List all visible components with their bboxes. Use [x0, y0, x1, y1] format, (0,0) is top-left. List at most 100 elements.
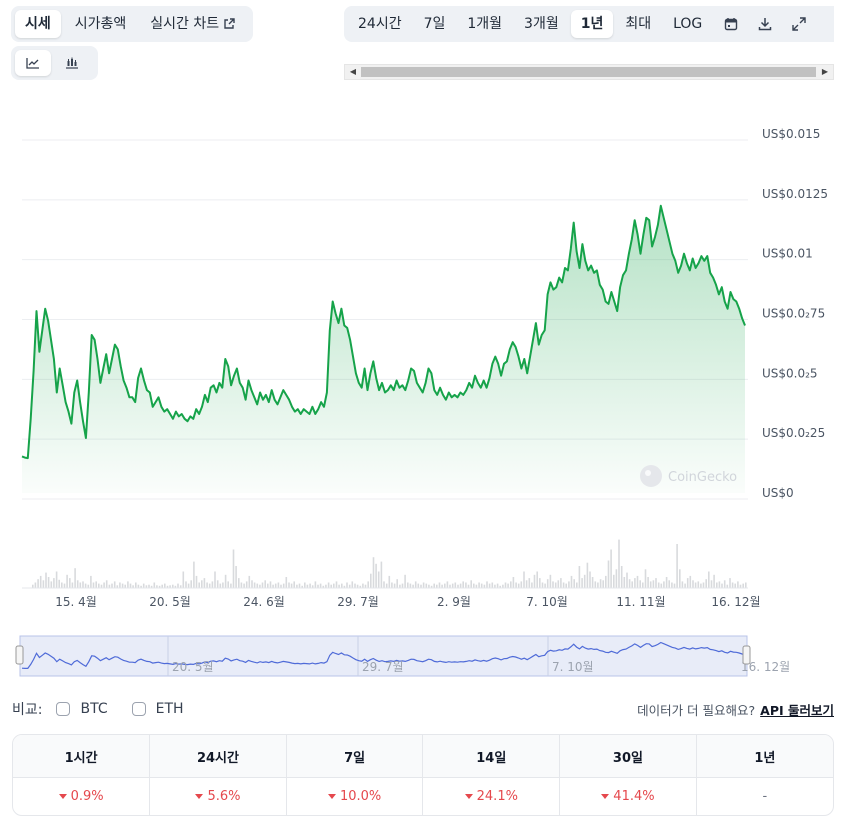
volume-bar — [63, 583, 66, 588]
volume-bar — [639, 580, 641, 588]
volume-bar — [610, 549, 612, 588]
compare-eth-label[interactable]: ETH — [155, 701, 184, 717]
range-tabs-scrollbar[interactable]: ◀ ▶ — [344, 64, 834, 80]
volume-bar — [84, 583, 87, 588]
expand-icon — [792, 17, 806, 31]
navigator-label: 7. 10월 — [552, 660, 594, 674]
volume-bar — [441, 584, 443, 588]
volume-bar — [280, 584, 282, 588]
volume-bar — [480, 583, 483, 588]
volume-bar — [686, 578, 689, 588]
navigator-right-handle[interactable] — [742, 645, 751, 665]
compare-btc-checkbox[interactable] — [56, 702, 71, 716]
range-7d[interactable]: 7일 — [414, 10, 456, 38]
volume-bar — [362, 583, 364, 588]
expand-button[interactable] — [782, 10, 816, 38]
volume-bar — [605, 575, 607, 588]
calendar-button[interactable] — [714, 10, 748, 38]
compare-label: 비교: — [12, 702, 43, 718]
navigator-selection[interactable] — [19, 635, 748, 677]
header-1h: 1시간 — [13, 735, 151, 778]
volume-bar — [338, 584, 340, 588]
volume-bar — [251, 580, 253, 588]
volume-bar — [544, 583, 546, 588]
volume-bar — [190, 580, 192, 588]
volume-bar — [578, 566, 581, 588]
header-1y: 1년 — [696, 735, 833, 778]
range-navigator[interactable]: 20. 5월 29. 7월 7. 10월 16. 12월 — [15, 635, 790, 677]
more-data-prompt: 데이터가 더 필요해요? API 둘러보기 — [637, 698, 834, 720]
volume-bar — [34, 582, 37, 588]
volume-bar — [296, 584, 298, 588]
volume-bar — [253, 582, 256, 588]
volume-bar — [660, 583, 663, 588]
y-axis-label: US$0.01 — [762, 247, 813, 261]
price-chart[interactable]: US$0.015 US$0.0125 US$0.01 US$0.0₂75 US$0.0₂… — [0, 0, 848, 690]
range-24h[interactable]: 24시간 — [348, 10, 412, 38]
volume-bar — [565, 583, 567, 588]
volume-bar — [47, 577, 50, 588]
value-1h: 0.9% — [13, 777, 151, 815]
volume-bar — [422, 582, 425, 588]
volume-bar — [475, 584, 478, 588]
y-axis-label: US$0.0₂25 — [762, 426, 825, 440]
api-explore-link[interactable]: API 둘러보기 — [760, 702, 834, 718]
range-log[interactable]: LOG — [663, 10, 712, 38]
compare-eth-checkbox[interactable] — [131, 702, 146, 716]
volume-bar — [42, 580, 45, 588]
volume-bar — [700, 583, 702, 588]
volume-bar — [623, 577, 626, 588]
range-1m-label: 1개월 — [467, 16, 503, 32]
volume-bar — [39, 575, 42, 588]
range-1m[interactable]: 1개월 — [457, 10, 512, 38]
volume-bar — [541, 582, 544, 588]
volume-bar — [348, 584, 351, 588]
header-30d: 30일 — [559, 735, 697, 778]
range-3m[interactable]: 3개월 — [514, 10, 569, 38]
compare-row: 비교: BTC ETH — [12, 698, 184, 720]
y-axis-label: US$0.0₂75 — [762, 307, 825, 321]
tab-price[interactable]: 시세 — [15, 10, 61, 38]
volume-bar — [116, 585, 119, 589]
volume-bar — [351, 581, 354, 588]
download-button[interactable] — [748, 10, 782, 38]
scroll-left-arrow-icon[interactable]: ◀ — [349, 67, 357, 76]
volume-bar — [620, 566, 623, 588]
scroll-right-arrow-icon[interactable]: ▶ — [821, 67, 829, 76]
volume-bar — [731, 582, 734, 588]
volume-bar — [100, 584, 103, 588]
volume-bar — [647, 577, 649, 588]
candlestick-chart-icon — [66, 57, 79, 69]
volume-bar — [668, 580, 670, 588]
volume-bar — [243, 583, 245, 588]
volume-bar — [737, 581, 739, 588]
tab-live-chart[interactable]: 실시간 차트 — [140, 10, 245, 38]
volume-bar — [111, 583, 113, 588]
compare-btc-label[interactable]: BTC — [80, 701, 108, 717]
volume-bar — [602, 580, 604, 588]
calendar-icon — [725, 18, 738, 31]
volume-bar — [309, 583, 311, 588]
range-1y[interactable]: 1년 — [570, 10, 614, 38]
volume-bar — [264, 580, 266, 588]
volume-bar — [343, 585, 346, 588]
range-max[interactable]: 최대 — [615, 10, 661, 38]
volume-bar — [705, 579, 707, 588]
volume-bar — [245, 581, 248, 588]
volume-bar — [132, 585, 134, 589]
tab-market-cap[interactable]: 시가총액 — [65, 10, 137, 38]
candlestick-chart-button[interactable] — [55, 50, 91, 76]
navigator-left-handle[interactable] — [15, 645, 24, 665]
volume-bar — [119, 582, 121, 588]
volume-bar — [370, 573, 372, 588]
down-arrow-icon — [601, 794, 610, 799]
scrollbar-thumb[interactable] — [361, 67, 816, 77]
volume-bar — [169, 585, 171, 589]
line-chart-button[interactable] — [15, 50, 51, 76]
volume-bar — [235, 566, 237, 588]
volume-bar — [211, 581, 214, 588]
volume-bar — [433, 583, 435, 588]
x-axis-label: 29. 7월 — [337, 595, 379, 609]
y-axis-label: US$0.0₂5 — [762, 366, 818, 380]
volume-bar — [108, 584, 111, 588]
